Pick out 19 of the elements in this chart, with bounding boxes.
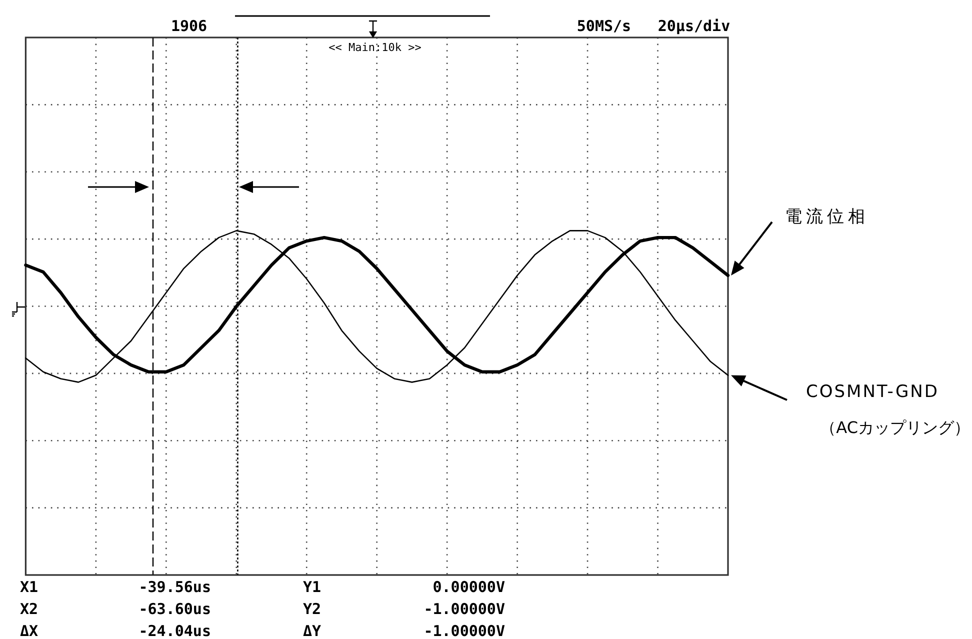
text: ΔX [20,622,38,639]
text: X2 [20,600,38,618]
text: -24.04us [138,622,211,639]
text: -63.60us [138,600,211,618]
text: Y2 [303,600,322,618]
text: Y1 [303,578,322,596]
legend-label: COSMNT-GND [806,382,939,402]
text: -1.00000V [424,622,505,639]
text: -1.00000V [424,600,505,618]
text: ΔY [303,622,322,639]
text: 電流位相 [785,207,869,227]
text: （ACカップリング） [820,418,970,437]
text: << Main:10k >> [328,41,422,54]
text: X1 [20,578,38,596]
text: -39.56us [138,578,211,596]
text: 1906 [170,17,208,35]
text: 0.00000V [432,578,505,596]
text: 20μs/div [658,17,730,35]
text: 50MS/s [576,17,632,35]
